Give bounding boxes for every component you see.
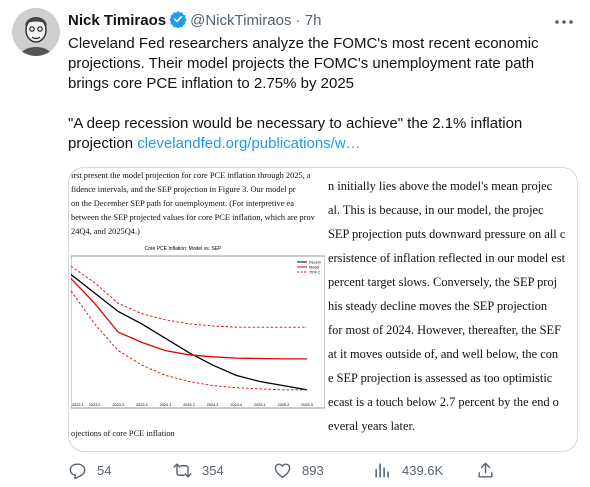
separator-dot: · [295, 12, 301, 29]
paper-line: n initially lies above the model's mean … [328, 179, 553, 193]
x-tick-label: 2023.4 [136, 403, 148, 407]
reply-count: 54 [97, 462, 112, 478]
inflation-chart: Core PCE Inflation: Model vs. SEP 2023.1… [71, 246, 325, 409]
verified-badge-icon [169, 11, 187, 28]
paper-line: between the SEP projected values for cor… [71, 213, 315, 222]
paper-line: at it moves outside of, and well below, … [328, 347, 559, 361]
retweet-count: 354 [202, 462, 224, 478]
timestamp[interactable]: 7h [304, 12, 322, 29]
x-tick-label: 2023.2 [89, 403, 101, 407]
retweet-button[interactable]: 354 [173, 458, 224, 482]
x-tick-label: 2023.3 [112, 403, 124, 407]
x-tick-label: 2024.4 [230, 403, 242, 407]
paper-line: percent target slows. Conversely, the SE… [328, 275, 558, 289]
series-line-0 [71, 273, 308, 391]
tweet-paragraph-2: "A deep recession would be necessary to … [68, 114, 573, 154]
paper-line: for most of 2024. However, thereafter, t… [328, 323, 561, 337]
author-handle[interactable]: @NickTimiraos [190, 12, 292, 29]
article-link[interactable]: clevelandfed.org/publications/w… [137, 135, 361, 152]
series-line-1 [71, 278, 307, 360]
legend-label: Decem [309, 260, 321, 264]
paper-line: everal years later. [328, 419, 416, 433]
paper-line: irst present the model projection for co… [71, 171, 311, 180]
tweet-paragraph-2-text: "A deep recession would be necessary to … [68, 115, 523, 152]
views-chart-icon [375, 462, 389, 478]
x-tick-label: 2023.1 [72, 403, 84, 407]
paper-line: 24Q4, and 2025Q4.) [71, 227, 140, 236]
like-button[interactable]: 893 [273, 458, 324, 482]
attached-image[interactable]: irst present the model projection for co… [68, 167, 578, 452]
reply-button[interactable]: 54 [68, 458, 111, 482]
series-line-2 [71, 265, 307, 328]
paper-right-column: n initially lies above the model's mean … [328, 168, 577, 451]
x-tick-label: 2025.3 [301, 403, 313, 407]
views-button[interactable]: 439.6K [373, 458, 443, 482]
x-tick-label: 2024.2 [183, 403, 195, 407]
paper-line: on the December SEP path for unemploymen… [71, 199, 294, 208]
more-dots-icon [555, 20, 573, 24]
paper-line: SEP projection puts downward pressure on… [328, 227, 566, 241]
figure-caption: ojections of core PCE inflation [71, 429, 175, 438]
paper-left-column: irst present the model projection for co… [69, 168, 327, 451]
heart-icon [274, 462, 291, 478]
x-tick-label: 2025.2 [278, 403, 290, 407]
avatar-sketch-icon [12, 8, 60, 56]
legend-label: 70% C [309, 270, 321, 274]
share-button[interactable] [476, 458, 505, 482]
tweet-text: Cleveland Fed researchers analyze the FO… [68, 34, 573, 154]
paper-line: his steady decline moves the SEP project… [328, 299, 548, 313]
paper-line: ecast is a touch below 2.7 percent by th… [328, 395, 559, 409]
more-options-button[interactable] [552, 12, 576, 32]
author-name[interactable]: Nick Timiraos [68, 12, 167, 29]
retweet-icon [173, 462, 192, 478]
legend-label: Model [309, 265, 319, 269]
view-count: 439.6K [402, 462, 444, 478]
tweet-header: Nick Timiraos @NickTimiraos · 7h [68, 10, 321, 31]
series-line-3 [71, 290, 307, 391]
paper-line: ersistence of inflation reflected in our… [328, 251, 566, 265]
paper-line: e SEP projection is assessed as too opti… [328, 371, 553, 385]
share-icon [478, 462, 493, 478]
tweet-paragraph-1: Cleveland Fed researchers analyze the FO… [68, 35, 539, 92]
paper-line: al. This is because, in our model, the p… [328, 203, 544, 217]
chart-frame [71, 255, 325, 409]
x-tick-label: 2024.1 [160, 403, 172, 407]
paper-line: fidence intervals, and the SEP projectio… [71, 185, 296, 194]
x-tick-label: 2024.3 [207, 403, 219, 407]
tweet-actions: 54 354 893 439.6K [68, 458, 578, 482]
reply-icon [69, 462, 86, 479]
like-count: 893 [302, 462, 324, 478]
x-tick-label: 2025.1 [254, 403, 266, 407]
avatar[interactable] [12, 8, 60, 56]
chart-title: Core PCE Inflation: Model vs. SEP [145, 246, 223, 252]
